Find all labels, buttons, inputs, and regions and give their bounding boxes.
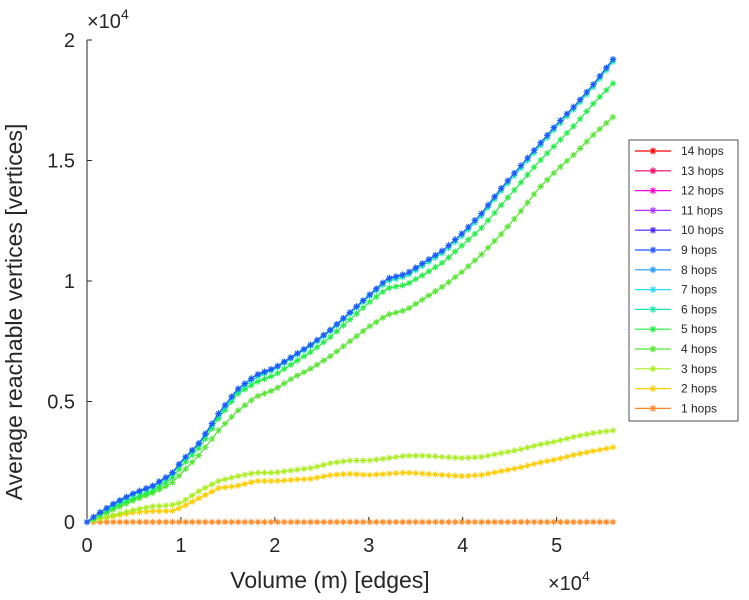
series-markers [83,518,617,526]
legend-label: 9 hops [681,243,717,257]
legend-label: 7 hops [681,283,717,297]
legend-marker [649,206,657,214]
legend-marker [649,345,657,353]
legend-item: 13 hops [635,164,724,178]
legend-item: 6 hops [635,302,717,316]
legend-marker [649,286,657,294]
legend-label: 6 hops [681,302,717,316]
legend-marker [649,246,657,254]
legend-label: 10 hops [681,223,724,237]
legend-item: 1 hops [635,401,717,415]
legend-label: 1 hops [681,401,717,415]
legend-marker [649,404,657,412]
x-tick-label: 0 [81,535,92,557]
legend: 14 hops 13 hops 12 hops 11 hops 10 hops 9 hop… [628,139,739,422]
y-ticks: 0 0.5 1 1.5 2 [47,30,92,534]
legend-label: 11 hops [681,203,723,217]
legend-box [628,139,739,422]
x-tick-label: 5 [551,535,562,557]
x-tick-label: 2 [269,535,280,557]
legend-label: 8 hops [681,263,717,277]
y-tick-label: 1.5 [47,151,75,173]
legend-marker [649,226,657,234]
series-layer [83,56,617,526]
x-axis-title: Volume (m) [edges] [230,567,429,593]
legend-label: 5 hops [681,322,717,336]
legend-item: 11 hops [635,203,723,217]
legend-label: 4 hops [681,342,717,356]
legend-label: 2 hops [681,382,717,396]
y-multiplier-exponent: 4 [121,6,129,22]
legend-item: 7 hops [635,283,717,297]
legend-marker [649,325,657,333]
y-axis-title: Average reachable vertices [vertices] [1,124,27,501]
legend-marker [649,305,657,313]
legend-item: 14 hops [635,144,724,158]
legend-item: 3 hops [635,362,717,376]
legend-marker [649,385,657,393]
x-multiplier-exponent: 4 [582,568,590,584]
x-tick-label: 4 [457,535,468,557]
legend-marker [649,147,657,155]
plot-area [87,40,613,522]
y-tick-label: 0.5 [47,392,75,414]
y-multiplier: ×104 [87,6,129,33]
series-markers [83,56,617,526]
x-multiplier: ×104 [548,568,590,595]
legend-item: 12 hops [635,184,724,198]
legend-item: 9 hops [635,243,717,257]
y-tick-label: 2 [64,30,75,52]
series-1-hops [83,518,617,526]
legend-item: 2 hops [635,382,717,396]
legend-item: 5 hops [635,322,717,336]
legend-marker [649,167,657,175]
legend-item: 4 hops [635,342,717,356]
legend-label: 3 hops [681,362,717,376]
y-tick-label: 0 [64,512,75,534]
x-tick-label: 1 [175,535,186,557]
legend-label: 13 hops [681,164,724,178]
legend-item: 10 hops [635,223,724,237]
series-9-hops [83,56,617,526]
legend-marker [649,365,657,373]
legend-label: 12 hops [681,184,724,198]
legend-marker [649,187,657,195]
x-tick-label: 3 [363,535,374,557]
y-tick-label: 1 [64,271,75,293]
legend-label: 14 hops [681,144,724,158]
legend-item: 8 hops [635,263,717,277]
legend-marker [649,266,657,274]
